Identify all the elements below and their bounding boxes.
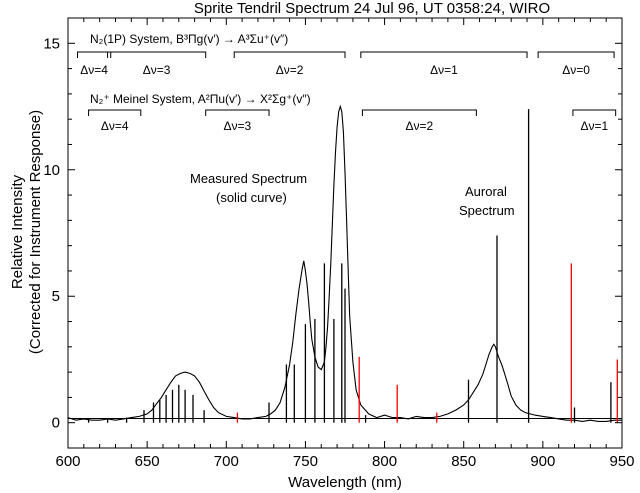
meinel-band-bracket [361, 109, 477, 116]
n2-1p-band-bracket [360, 51, 528, 58]
x-tick-label: 850 [451, 453, 476, 470]
chart-title: Sprite Tendril Spectrum 24 Jul 96, UT 03… [194, 0, 550, 17]
red-sticks-series [236, 263, 618, 423]
meinel-band-bracket [88, 109, 142, 116]
n2-1p-band-label: Δν=3 [143, 63, 171, 77]
measured-spectrum-line [67, 104, 622, 422]
n2-1p-system-label: N₂(1P) System, B³Πg(v′) → A³Σu⁺(v″) [90, 32, 288, 46]
n2-1p-band-label: Δν=2 [276, 63, 304, 77]
y-tick-label: 5 [52, 288, 60, 305]
y-axis-title-line1: Relative Intensity [9, 174, 26, 289]
y-tick-label: 15 [43, 35, 60, 52]
y-axis-title: Relative Intensity (Corrected for Instru… [9, 110, 44, 354]
n2-1p-band-bracket [233, 51, 346, 58]
meinel-band-bracket [205, 109, 270, 116]
x-tick-label: 600 [55, 453, 80, 470]
auroral-spectrum-annotation-line1: Auroral [465, 184, 507, 199]
n2-1p-band-label: Δν=4 [80, 63, 108, 77]
meinel-system-label: N₂⁺ Meinel System, A²Πu(v′) → X²Σg⁺(v″) [90, 92, 311, 106]
y-tick-label: 0 [52, 415, 60, 432]
y-axis-title-line2: (Corrected for Instrument Response) [27, 110, 44, 354]
y-tick-label: 10 [43, 162, 60, 179]
meinel-band-label: Δν=3 [224, 119, 252, 133]
auroral-spectrum-annotation-line2: Spectrum [459, 203, 515, 218]
meinel-band-label: Δν=2 [406, 119, 434, 133]
y-axis: 0 5 10 15 [43, 17, 622, 449]
n2-1p-band-bracket [107, 51, 207, 58]
auroral-sticks-series [87, 109, 612, 423]
x-tick-label: 750 [293, 453, 318, 470]
meinel-band-markers: Δν=4 Δν=3 Δν=2 Δν=1 [88, 109, 617, 133]
x-tick-label: 650 [135, 453, 160, 470]
meinel-band-bracket [572, 109, 617, 116]
x-tick-label: 800 [372, 453, 397, 470]
meinel-band-label: Δν=4 [101, 119, 129, 133]
plot-frame [67, 17, 623, 449]
measured-spectrum-annotation-line1: Measured Spectrum [190, 171, 307, 186]
x-tick-label: 950 [609, 453, 634, 470]
n2-1p-band-bracket [537, 51, 615, 58]
n2-1p-band-bracket [76, 51, 112, 58]
measured-spectrum-series [67, 104, 622, 422]
n2-1p-band-label: Δν=0 [562, 63, 590, 77]
x-axis-title: Wavelength (nm) [288, 474, 402, 491]
meinel-band-label: Δν=1 [580, 119, 608, 133]
x-axis: 600 650 700 750 800 850 900 950 [55, 18, 635, 470]
n2-1p-band-markers: Δν=4 Δν=3 Δν=2 Δν=1 Δν=0 [76, 51, 615, 77]
x-tick-label: 700 [214, 453, 239, 470]
measured-spectrum-annotation-line2: (solid curve) [216, 190, 287, 205]
x-tick-label: 900 [530, 453, 555, 470]
n2-1p-band-label: Δν=1 [430, 63, 458, 77]
